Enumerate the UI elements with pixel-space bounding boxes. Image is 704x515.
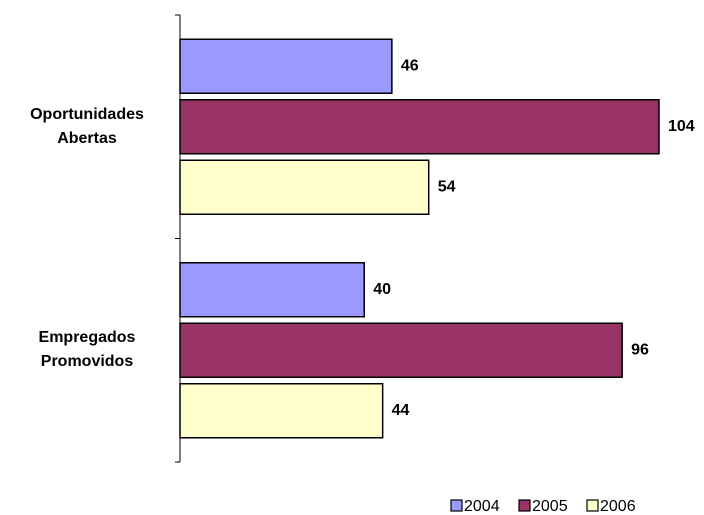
category-label: Empregados Promovidos [38, 329, 136, 371]
legend-swatch [518, 499, 531, 512]
value-label: 40 [373, 281, 391, 298]
value-label: 44 [392, 402, 410, 419]
bar [179, 99, 660, 155]
bar [179, 383, 384, 439]
value-label: 54 [438, 178, 456, 195]
category-label: Oportunidades Abertas [30, 105, 144, 147]
legend-label: 2006 [600, 498, 636, 515]
bar [179, 322, 623, 378]
legend-swatch [450, 499, 463, 512]
value-label: 96 [631, 341, 649, 358]
bar [179, 38, 393, 94]
legend-label: 2004 [464, 498, 500, 515]
legend-swatch [586, 499, 599, 512]
value-label: 46 [401, 57, 419, 74]
legend-label: 2005 [532, 498, 568, 515]
value-label: 104 [668, 118, 695, 135]
bar [179, 262, 365, 318]
bar [179, 159, 430, 215]
